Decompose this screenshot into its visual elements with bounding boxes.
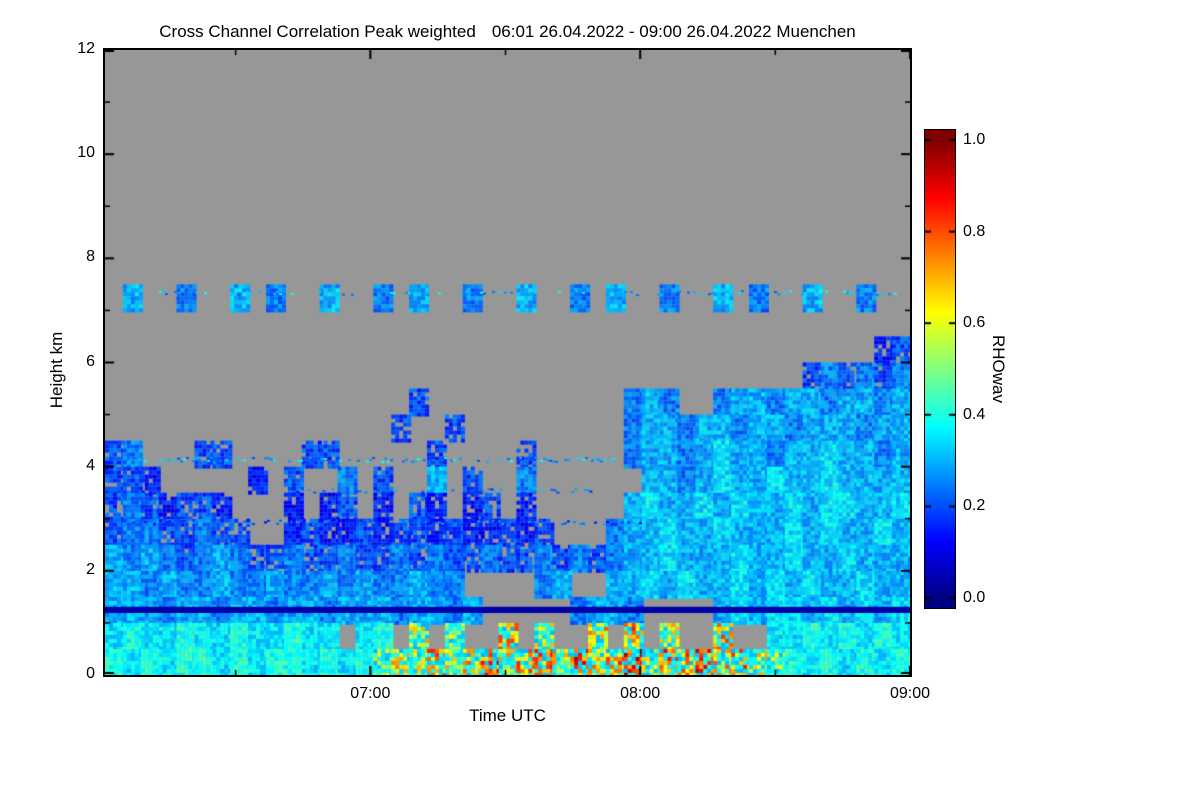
colorbar-tick-label: 0.4 bbox=[963, 405, 986, 423]
y-tick-label: 12 bbox=[77, 40, 95, 57]
colorbar-tick-label: 0.6 bbox=[963, 314, 986, 332]
y-tick-label: 6 bbox=[86, 352, 95, 370]
colorbar-tick-label: 0.0 bbox=[963, 589, 986, 606]
colorbar-label: RHOwav bbox=[989, 334, 1008, 404]
heatmap-canvas bbox=[105, 50, 910, 675]
colorbar bbox=[924, 129, 956, 609]
y-tick-label: 10 bbox=[77, 144, 95, 162]
colorbar-canvas bbox=[925, 130, 955, 608]
y-tick-label: 4 bbox=[86, 456, 95, 474]
x-axis-label: Time UTC bbox=[469, 706, 546, 725]
y-tick-label: 2 bbox=[86, 560, 95, 578]
plot-area bbox=[103, 48, 912, 677]
colorbar-tick-label: 1.0 bbox=[963, 131, 986, 148]
x-tick-label: 09:00 bbox=[889, 685, 931, 702]
chart-title-text: Cross Channel Correlation Peak weighted bbox=[159, 22, 476, 41]
colorbar-tick-label: 0.2 bbox=[963, 497, 986, 515]
chart-title: Cross Channel Correlation Peak weighted 0… bbox=[105, 22, 910, 42]
y-tick-label: 0 bbox=[86, 665, 95, 682]
colorbar-tick-label: 0.8 bbox=[963, 222, 986, 240]
x-tick-label: 08:00 bbox=[620, 685, 661, 702]
x-tick-label: 07:00 bbox=[350, 685, 391, 702]
y-tick-label: 8 bbox=[86, 248, 95, 266]
chart-subtitle-text: 06:01 26.04.2022 - 09:00 26.04.2022 Muen… bbox=[491, 22, 856, 41]
